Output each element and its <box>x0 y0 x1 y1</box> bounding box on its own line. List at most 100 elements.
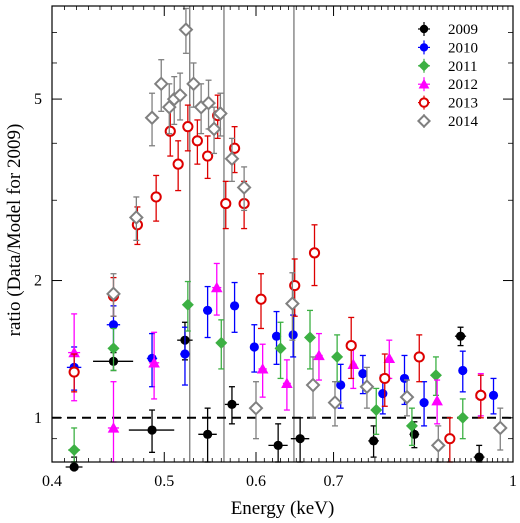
data-point <box>454 326 467 347</box>
marker <box>227 399 237 410</box>
data-point <box>68 353 80 393</box>
legend-item-2009: 2009 <box>418 22 478 38</box>
data-point <box>488 377 499 415</box>
marker <box>69 462 79 472</box>
data-point <box>368 425 379 458</box>
x-tick-label: 0.6 <box>246 473 266 490</box>
data-point <box>107 327 120 372</box>
legend-marker <box>416 113 432 129</box>
data-point <box>274 321 287 380</box>
data-point <box>409 421 420 449</box>
data-point <box>475 374 487 419</box>
marker <box>271 331 282 341</box>
marker <box>413 351 425 363</box>
data-point <box>271 310 282 365</box>
data-point <box>128 409 175 453</box>
data-point <box>492 407 508 451</box>
data-point <box>144 92 160 147</box>
marker <box>370 404 383 417</box>
data-point <box>370 387 383 435</box>
data-point <box>106 273 121 317</box>
data-point <box>359 366 375 409</box>
marker <box>182 121 194 133</box>
marker <box>68 443 81 456</box>
marker <box>336 380 346 390</box>
marker <box>327 395 343 410</box>
y-axis-label: ratio (Data/Model for 2009) <box>4 124 25 337</box>
data-point <box>327 381 343 427</box>
marker <box>255 293 267 305</box>
marker <box>305 377 321 393</box>
marker <box>383 352 396 364</box>
marker <box>379 372 391 385</box>
marker <box>210 281 223 293</box>
data-points <box>65 7 508 472</box>
data-point <box>148 331 160 400</box>
x-tick-label: 1 <box>509 473 517 490</box>
marker <box>331 350 344 363</box>
marker <box>274 342 287 355</box>
data-point <box>107 381 120 463</box>
marker <box>229 301 240 311</box>
marker <box>206 121 222 137</box>
marker <box>429 369 442 382</box>
data-point <box>305 356 321 419</box>
data-point <box>202 285 213 339</box>
marker <box>456 411 469 424</box>
data-point <box>249 324 259 373</box>
marker <box>273 440 283 450</box>
marker <box>181 298 194 311</box>
data-point <box>431 379 443 425</box>
marker <box>191 135 203 147</box>
legend-item-2012: 2012 <box>418 77 478 93</box>
legend-item-2010: 2010 <box>418 40 478 56</box>
data-point <box>248 381 264 440</box>
marker <box>308 247 321 259</box>
marker <box>178 22 194 38</box>
marker <box>488 390 499 400</box>
marker <box>313 349 325 361</box>
legend: 2009 2010 2011 2012 2013 2014 <box>416 22 479 130</box>
data-point <box>193 83 209 135</box>
data-point <box>429 356 442 397</box>
marker <box>224 151 240 167</box>
marker <box>107 342 120 355</box>
legend-label: 2014 <box>448 114 479 130</box>
marker <box>203 305 213 316</box>
marker <box>153 76 169 92</box>
marker <box>399 389 415 405</box>
x-tick-label: 0.7 <box>324 473 344 490</box>
marker <box>359 379 375 395</box>
marker <box>289 279 301 292</box>
marker <box>248 400 264 416</box>
x-tick-label: 0.4 <box>42 473 62 490</box>
data-point <box>284 272 300 341</box>
data-point <box>399 379 415 417</box>
data-point <box>236 166 252 212</box>
axis-ticks: 0.4 0.5 0.6 0.7 1 1 2 5 <box>34 5 517 490</box>
y-tick-label: 1 <box>34 410 42 427</box>
data-point <box>268 423 288 463</box>
marker <box>108 320 119 330</box>
data-point <box>180 326 190 386</box>
marker <box>172 87 188 103</box>
marker <box>128 210 144 225</box>
marker <box>186 76 201 92</box>
data-point <box>202 135 214 180</box>
x-tick-label: 0.5 <box>154 473 174 490</box>
marker <box>256 363 269 374</box>
data-point <box>290 417 310 463</box>
data-point <box>206 106 222 155</box>
data-point <box>182 104 194 152</box>
series-2013 <box>68 94 487 463</box>
data-point <box>210 262 223 316</box>
marker <box>444 433 456 445</box>
marker <box>68 366 80 378</box>
data-point <box>304 309 317 370</box>
marker <box>107 422 120 433</box>
data-point <box>444 417 456 463</box>
data-point <box>166 75 182 126</box>
marker <box>419 397 429 408</box>
legend-marker <box>418 78 430 89</box>
